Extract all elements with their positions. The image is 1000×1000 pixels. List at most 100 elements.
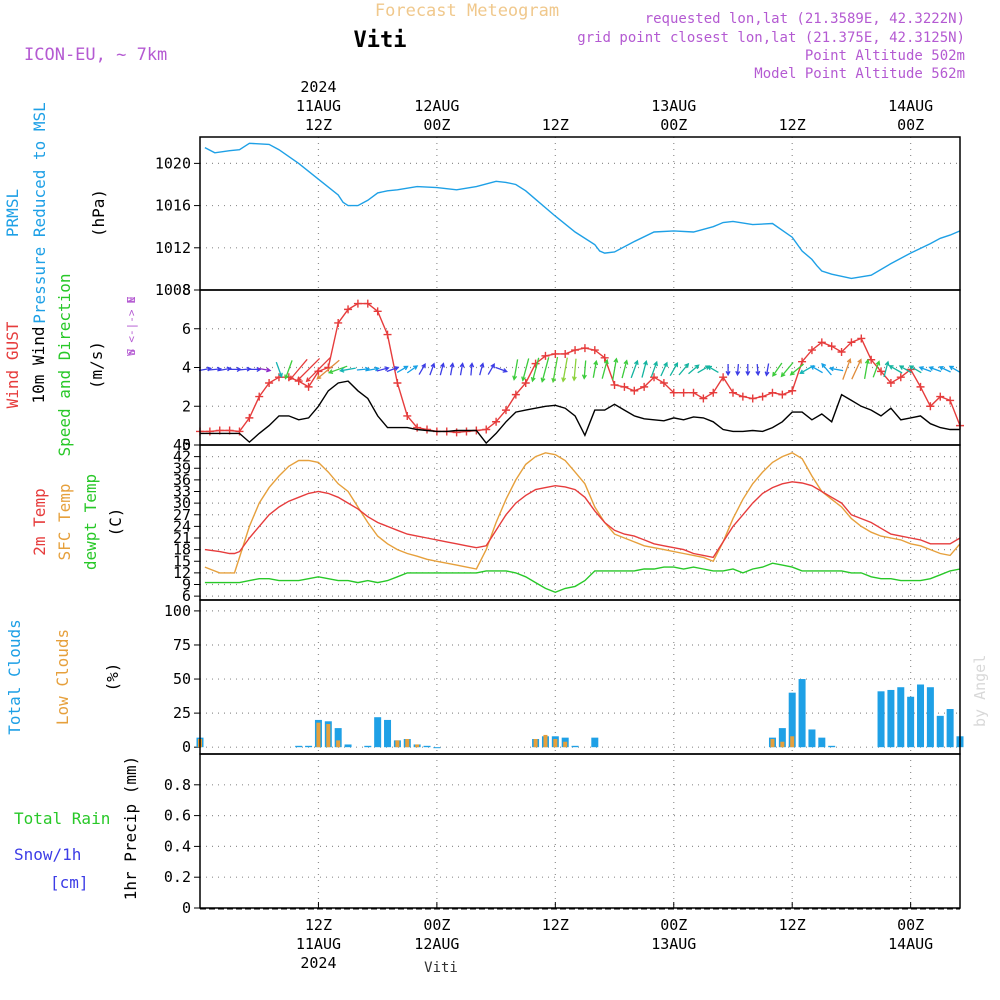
cloud-bar-total_cloud (936, 715, 944, 748)
wind-arrow (296, 357, 321, 382)
wind-arrow (706, 365, 719, 373)
y-tick-label: 100 (164, 602, 191, 620)
bottom-time-label: 13AUG (651, 935, 696, 953)
y-tick-label: 24 (173, 517, 191, 535)
gust-marker (482, 425, 491, 434)
cloud-bar-low_cloud (533, 739, 538, 748)
wind-arrow (780, 362, 794, 378)
gust-marker (353, 299, 362, 308)
gust-marker (383, 330, 392, 339)
panel-ylabel: 2m Temp (30, 488, 49, 555)
wind-arrow (275, 361, 283, 379)
wind-arrow (938, 365, 951, 373)
wind-arrow (918, 366, 932, 373)
gust-marker (857, 334, 866, 343)
wind-arrow (551, 356, 559, 384)
cloud-bar-total_cloud (571, 745, 579, 748)
wind-arrow (571, 358, 577, 382)
wind-arrow (898, 365, 912, 374)
y-tick-label: 36 (173, 471, 191, 489)
cloud-bar-low_cloud (316, 722, 321, 748)
series-line-sfc (204, 452, 961, 574)
y-tick-label: 1008 (155, 281, 191, 299)
cloud-bar-total_cloud (374, 717, 382, 748)
wind-arrow (621, 359, 629, 379)
panel-ylabel: 1hr Precip (mm) (121, 756, 140, 901)
gust-marker (403, 411, 412, 420)
y-tick-label: 1012 (155, 239, 191, 257)
y-tick-label: 0 (182, 899, 191, 917)
cloud-bar-total_cloud (305, 745, 313, 748)
cloud-bar-total_cloud (828, 745, 836, 748)
wind-arrow (327, 365, 348, 374)
panel-ylabel: PRMSL (3, 189, 22, 237)
wind-arrow (305, 357, 331, 383)
wind-arrow (612, 357, 619, 381)
cloud-bar-total_cloud (423, 745, 431, 748)
y-tick-label: 12 (173, 564, 191, 582)
panel-ylabel: 10m Wind (29, 326, 48, 403)
wind-arrow (650, 360, 658, 378)
gust-marker (699, 394, 708, 403)
panel-ylabel: (m/s) (87, 341, 106, 389)
gust-marker (650, 373, 659, 382)
gust-marker (393, 379, 402, 387)
wind-arrow (725, 364, 731, 377)
top-time-label: 12AUG (414, 97, 459, 115)
wind-arrow (641, 359, 648, 378)
gust-marker (709, 388, 718, 397)
cloud-bar-total_cloud (334, 728, 342, 748)
clouds-panel (194, 599, 964, 755)
wind-arrow (439, 362, 445, 376)
y-tick-label: 8 (182, 281, 191, 299)
cloud-bar-total_cloud (778, 728, 786, 748)
wind-arrow (396, 365, 409, 373)
model-label: ICON-EU, ~ 7km (24, 45, 167, 65)
cloud-bar-total_cloud (433, 747, 441, 749)
panel-ylabel: Low Clouds (53, 629, 72, 725)
wind-arrow (828, 366, 844, 372)
gust-marker (640, 382, 649, 391)
gust-marker (265, 379, 274, 387)
gust-marker (728, 388, 737, 397)
wind-arrow (908, 365, 922, 374)
wind-arrow (764, 363, 770, 377)
wind-arrow (735, 364, 741, 377)
gust-marker (778, 390, 787, 399)
bottom-time-label: 12Z (542, 916, 569, 934)
gust-marker (689, 388, 698, 397)
cloud-bar-total_cloud (591, 737, 599, 748)
y-tick-label: 42 (173, 448, 191, 466)
gust-marker (255, 392, 264, 401)
panel-ylabel: dewpt Temp (81, 474, 100, 570)
cloud-bar-total_cloud (926, 687, 934, 748)
wind-panel (194, 289, 964, 446)
gust-marker (630, 386, 639, 395)
gust-marker (926, 402, 935, 411)
wind-arrow (289, 358, 308, 381)
point-altitude: Point Altitude 502m (805, 48, 965, 64)
cloud-bar-total_cloud (344, 744, 352, 748)
top-time-label: 13AUG (651, 97, 696, 115)
cloud-bar-low_cloud (563, 741, 568, 748)
cloud-bar-low_cloud (543, 734, 548, 748)
gust-marker (541, 351, 550, 360)
wind-arrow (688, 364, 700, 375)
gust-marker (679, 388, 688, 397)
y-tick-label: 18 (173, 541, 191, 559)
location-title: Viti (354, 28, 407, 53)
y-tick-label: 0 (182, 436, 191, 454)
gust-marker (798, 357, 807, 366)
precip-panel (194, 753, 961, 909)
gust-marker (521, 379, 530, 387)
bottom-time-label: 2024 (300, 954, 336, 972)
cloud-bar-total_cloud (897, 687, 905, 748)
wind-arrow (821, 362, 832, 376)
series-line-dew (204, 562, 961, 594)
top-time-label: 2024 (300, 78, 336, 96)
y-tick-label: 9 (182, 576, 191, 594)
gust-marker (590, 346, 599, 355)
series-line-wind (200, 380, 960, 445)
cloud-bar-total_cloud (295, 745, 303, 748)
wind-arrow (789, 363, 805, 376)
